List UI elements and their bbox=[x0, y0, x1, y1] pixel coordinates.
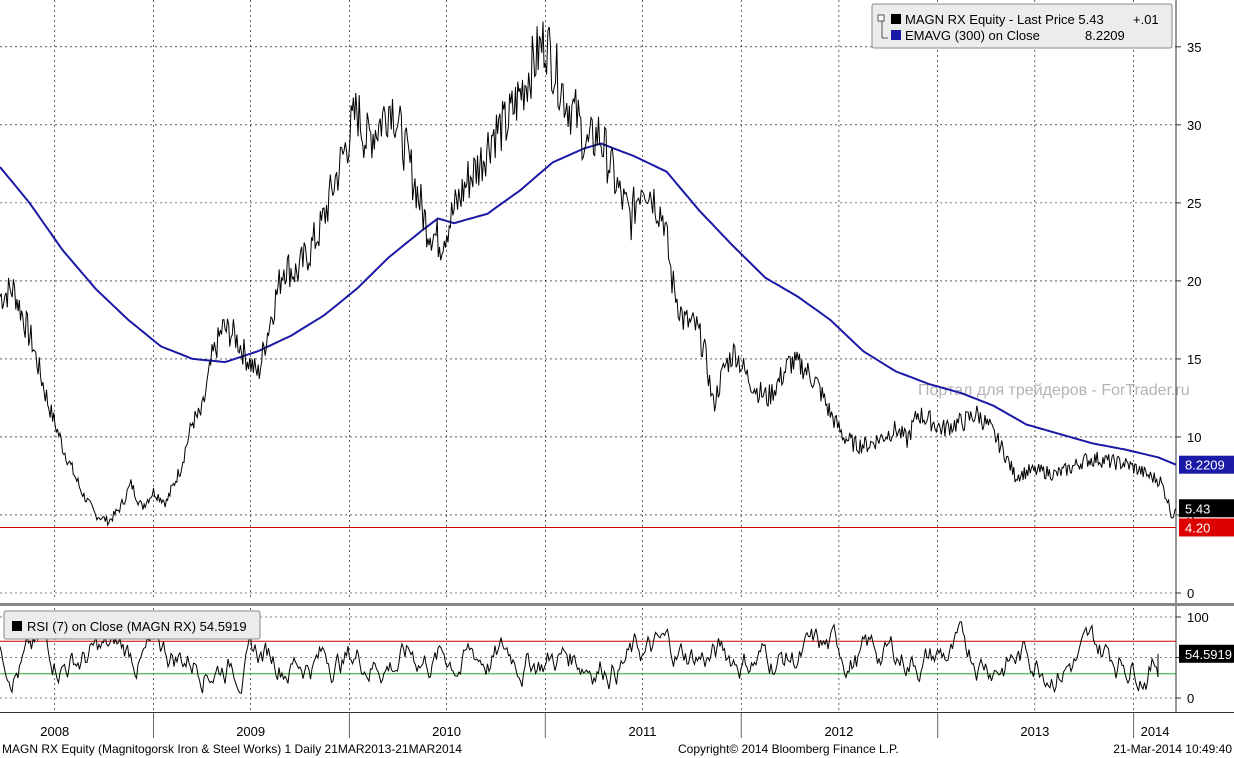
footer-security-info: MAGN RX Equity (Magnitogorsk Iron & Stee… bbox=[2, 742, 462, 756]
x-tick-label: 2013 bbox=[1020, 724, 1049, 739]
price-tag-bg bbox=[1179, 455, 1234, 474]
price-tag: 5.43 bbox=[1179, 499, 1234, 518]
rsi-last-tag: 54.5919 bbox=[1179, 644, 1234, 663]
price-tag-bg bbox=[1179, 518, 1234, 537]
rsi-series bbox=[0, 621, 1159, 694]
price-tag-label: 8.2209 bbox=[1185, 458, 1225, 473]
y-tick-label: 35 bbox=[1187, 40, 1201, 55]
price-tag: 4.20 bbox=[1179, 518, 1234, 537]
main-panel-y-axis: 05101520253035 bbox=[1176, 40, 1201, 601]
main-panel-grid bbox=[0, 0, 1176, 600]
price-tag-bg bbox=[1179, 499, 1234, 518]
watermark: Портал для трейдеров - ForTrader.ru bbox=[918, 382, 1190, 399]
price-tag-label: 4.20 bbox=[1185, 520, 1210, 535]
footer-timestamp: 21-Mar-2014 10:49:40 bbox=[1113, 742, 1232, 756]
rsi-legend-marker bbox=[12, 621, 22, 631]
price-tag-label: 5.43 bbox=[1185, 501, 1210, 516]
x-axis: 2008 2009 2010 2011 2012 2013 2014 bbox=[40, 713, 1170, 739]
panel-separator bbox=[0, 603, 1234, 606]
x-tick-label: 2010 bbox=[432, 724, 461, 739]
x-tick-label: 2012 bbox=[824, 724, 853, 739]
rsi-y-tick-label: 100 bbox=[1187, 610, 1209, 625]
legend-label-price: MAGN RX Equity - Last Price 5.43 bbox=[905, 12, 1104, 27]
x-tick-label: 2011 bbox=[628, 724, 656, 739]
legend[interactable]: MAGN RX Equity - Last Price 5.43 +.01 EM… bbox=[871, 3, 1173, 49]
price-tags: 8.2209 5.43 4.20 bbox=[1179, 455, 1234, 537]
legend-label-ema: EMAVG (300) on Close bbox=[905, 28, 1040, 43]
footer-copyright: Copyright© 2014 Bloomberg Finance L.P. bbox=[678, 742, 899, 756]
x-tick-label: 2014 bbox=[1141, 724, 1170, 739]
collapse-icon[interactable] bbox=[877, 14, 885, 22]
y-tick-label: 20 bbox=[1187, 274, 1201, 289]
y-tick-label: 15 bbox=[1187, 352, 1201, 367]
rsi-y-tick-label: 0 bbox=[1187, 691, 1194, 706]
rsi-legend-label: RSI (7) on Close (MAGN RX) 54.5919 bbox=[27, 619, 247, 634]
y-tick-label: 25 bbox=[1187, 196, 1201, 211]
ema-300-series bbox=[0, 142, 1177, 466]
svg-text:54.5919: 54.5919 bbox=[1185, 647, 1232, 662]
price-tag: 8.2209 bbox=[1179, 455, 1234, 474]
y-tick-label: 10 bbox=[1187, 430, 1201, 445]
y-tick-label: 30 bbox=[1187, 118, 1201, 133]
legend-value-ema: 8.2209 bbox=[1085, 28, 1125, 43]
x-tick-label: 2008 bbox=[40, 724, 69, 739]
legend-change-price: +.01 bbox=[1133, 12, 1159, 27]
legend-marker-ema bbox=[891, 30, 901, 40]
legend-marker-price bbox=[891, 14, 901, 24]
last-price-series bbox=[0, 21, 1177, 527]
y-tick-label: 0 bbox=[1187, 586, 1194, 601]
rsi-legend[interactable]: RSI (7) on Close (MAGN RX) 54.5919 bbox=[3, 610, 261, 640]
x-tick-label: 2009 bbox=[236, 724, 265, 739]
